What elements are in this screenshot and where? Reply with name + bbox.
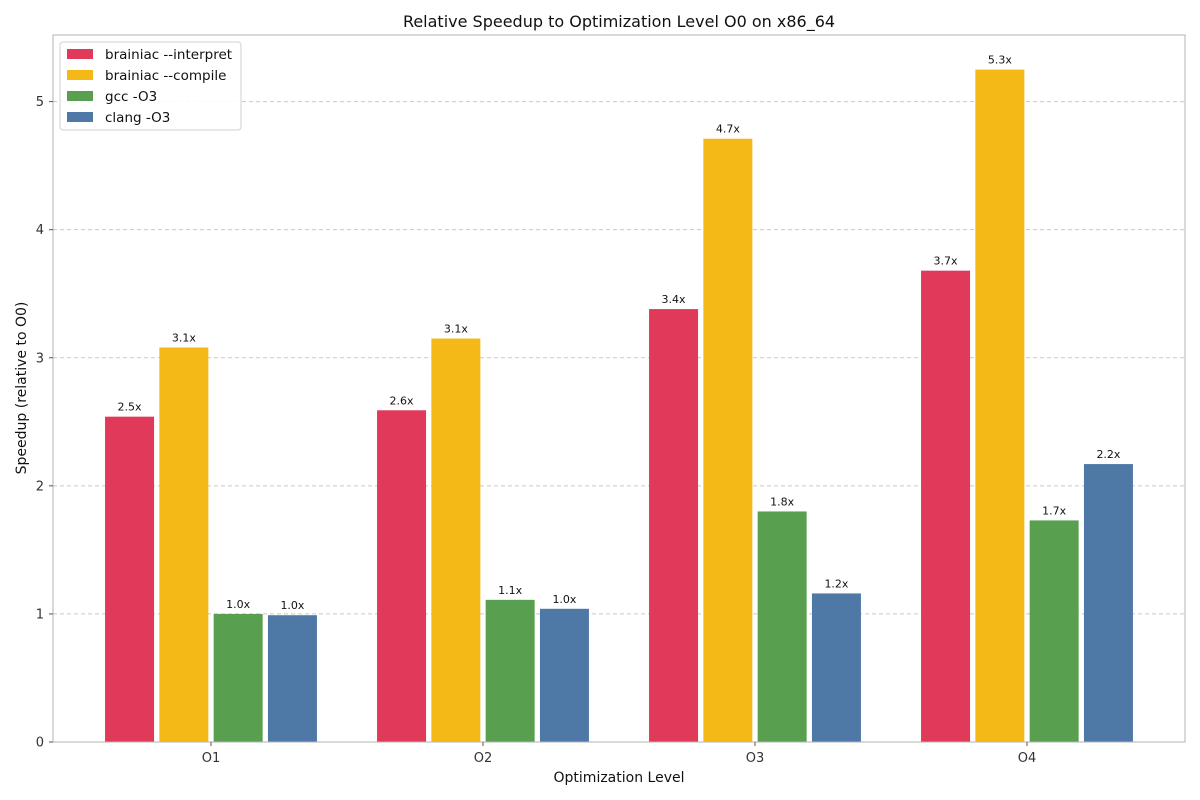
y-tick-label: 0 [36,736,44,751]
bar [431,338,481,742]
x-tick-label: O3 [746,751,765,766]
bar [539,608,589,742]
legend-swatch [67,91,93,101]
bar-value-label: 3.7x [934,255,958,268]
bar [703,138,753,742]
y-axis-label: Speedup (relative to O0) [14,302,30,475]
legend-label: brainiac --compile [105,68,226,84]
bar [975,69,1025,742]
legend-label: gcc -O3 [105,89,157,105]
bar-value-label: 3.1x [172,332,196,345]
legend-swatch [67,112,93,122]
bar-value-label: 1.8x [770,495,794,508]
bar-value-label: 3.1x [444,323,468,336]
bar-value-label: 1.0x [552,593,576,606]
bar [757,511,807,742]
bar [267,615,317,742]
bar [811,593,861,742]
bar [485,599,535,742]
bar [213,613,263,742]
legend-label: brainiac --interpret [105,47,232,63]
legend-items: brainiac --interpret brainiac --compile gc… [67,47,232,126]
bar [159,347,209,742]
y-tick-label: 4 [36,223,44,238]
bar-value-label: 2.2x [1096,448,1120,461]
bar-value-label: 1.0x [226,598,250,611]
x-tick-label: O1 [202,751,221,766]
bar-value-label: 1.7x [1042,504,1066,517]
bar [649,309,699,742]
bars-layer [105,69,1133,742]
x-axis-ticks: O1 O2 O3 O4 [202,742,1037,766]
bar-value-label: 4.7x [716,123,740,136]
bar-value-label: 1.1x [498,584,522,597]
bar-value-label: 3.4x [662,293,686,306]
legend-box [59,41,242,131]
legend-swatch [67,70,93,80]
bar-value-label: 1.2x [824,577,848,590]
bar [1029,520,1079,742]
legend: brainiac --interpret brainiac --compile gc… [59,41,242,131]
bar-labels-layer: 2.5x 2.6x 3.4x 3.7x 3.1x 3.1x 4.7x 5.3x 1.0x 1.1x… [118,54,1121,613]
legend-label: clang -O3 [105,110,170,126]
y-tick-label: 5 [36,95,44,110]
bar [105,416,155,742]
x-tick-label: O2 [474,751,493,766]
x-axis-label: Optimization Level [554,770,685,786]
bar-value-label: 1.0x [280,599,304,612]
chart-title: Relative Speedup to Optimization Level O… [403,12,835,32]
bar [921,270,971,742]
y-axis-ticks: 0 1 2 3 4 5 [36,95,53,751]
legend-swatch [67,49,93,59]
plot-frame [52,34,1186,743]
y-tick-label: 2 [36,479,44,494]
x-tick-label: O4 [1018,751,1037,766]
bar-value-label: 5.3x [988,54,1012,67]
bar [1083,464,1133,742]
y-tick-label: 1 [36,607,44,622]
y-tick-label: 3 [36,351,44,366]
bar [377,410,427,742]
bar-value-label: 2.5x [118,401,142,414]
bar-value-label: 2.6x [390,394,414,407]
